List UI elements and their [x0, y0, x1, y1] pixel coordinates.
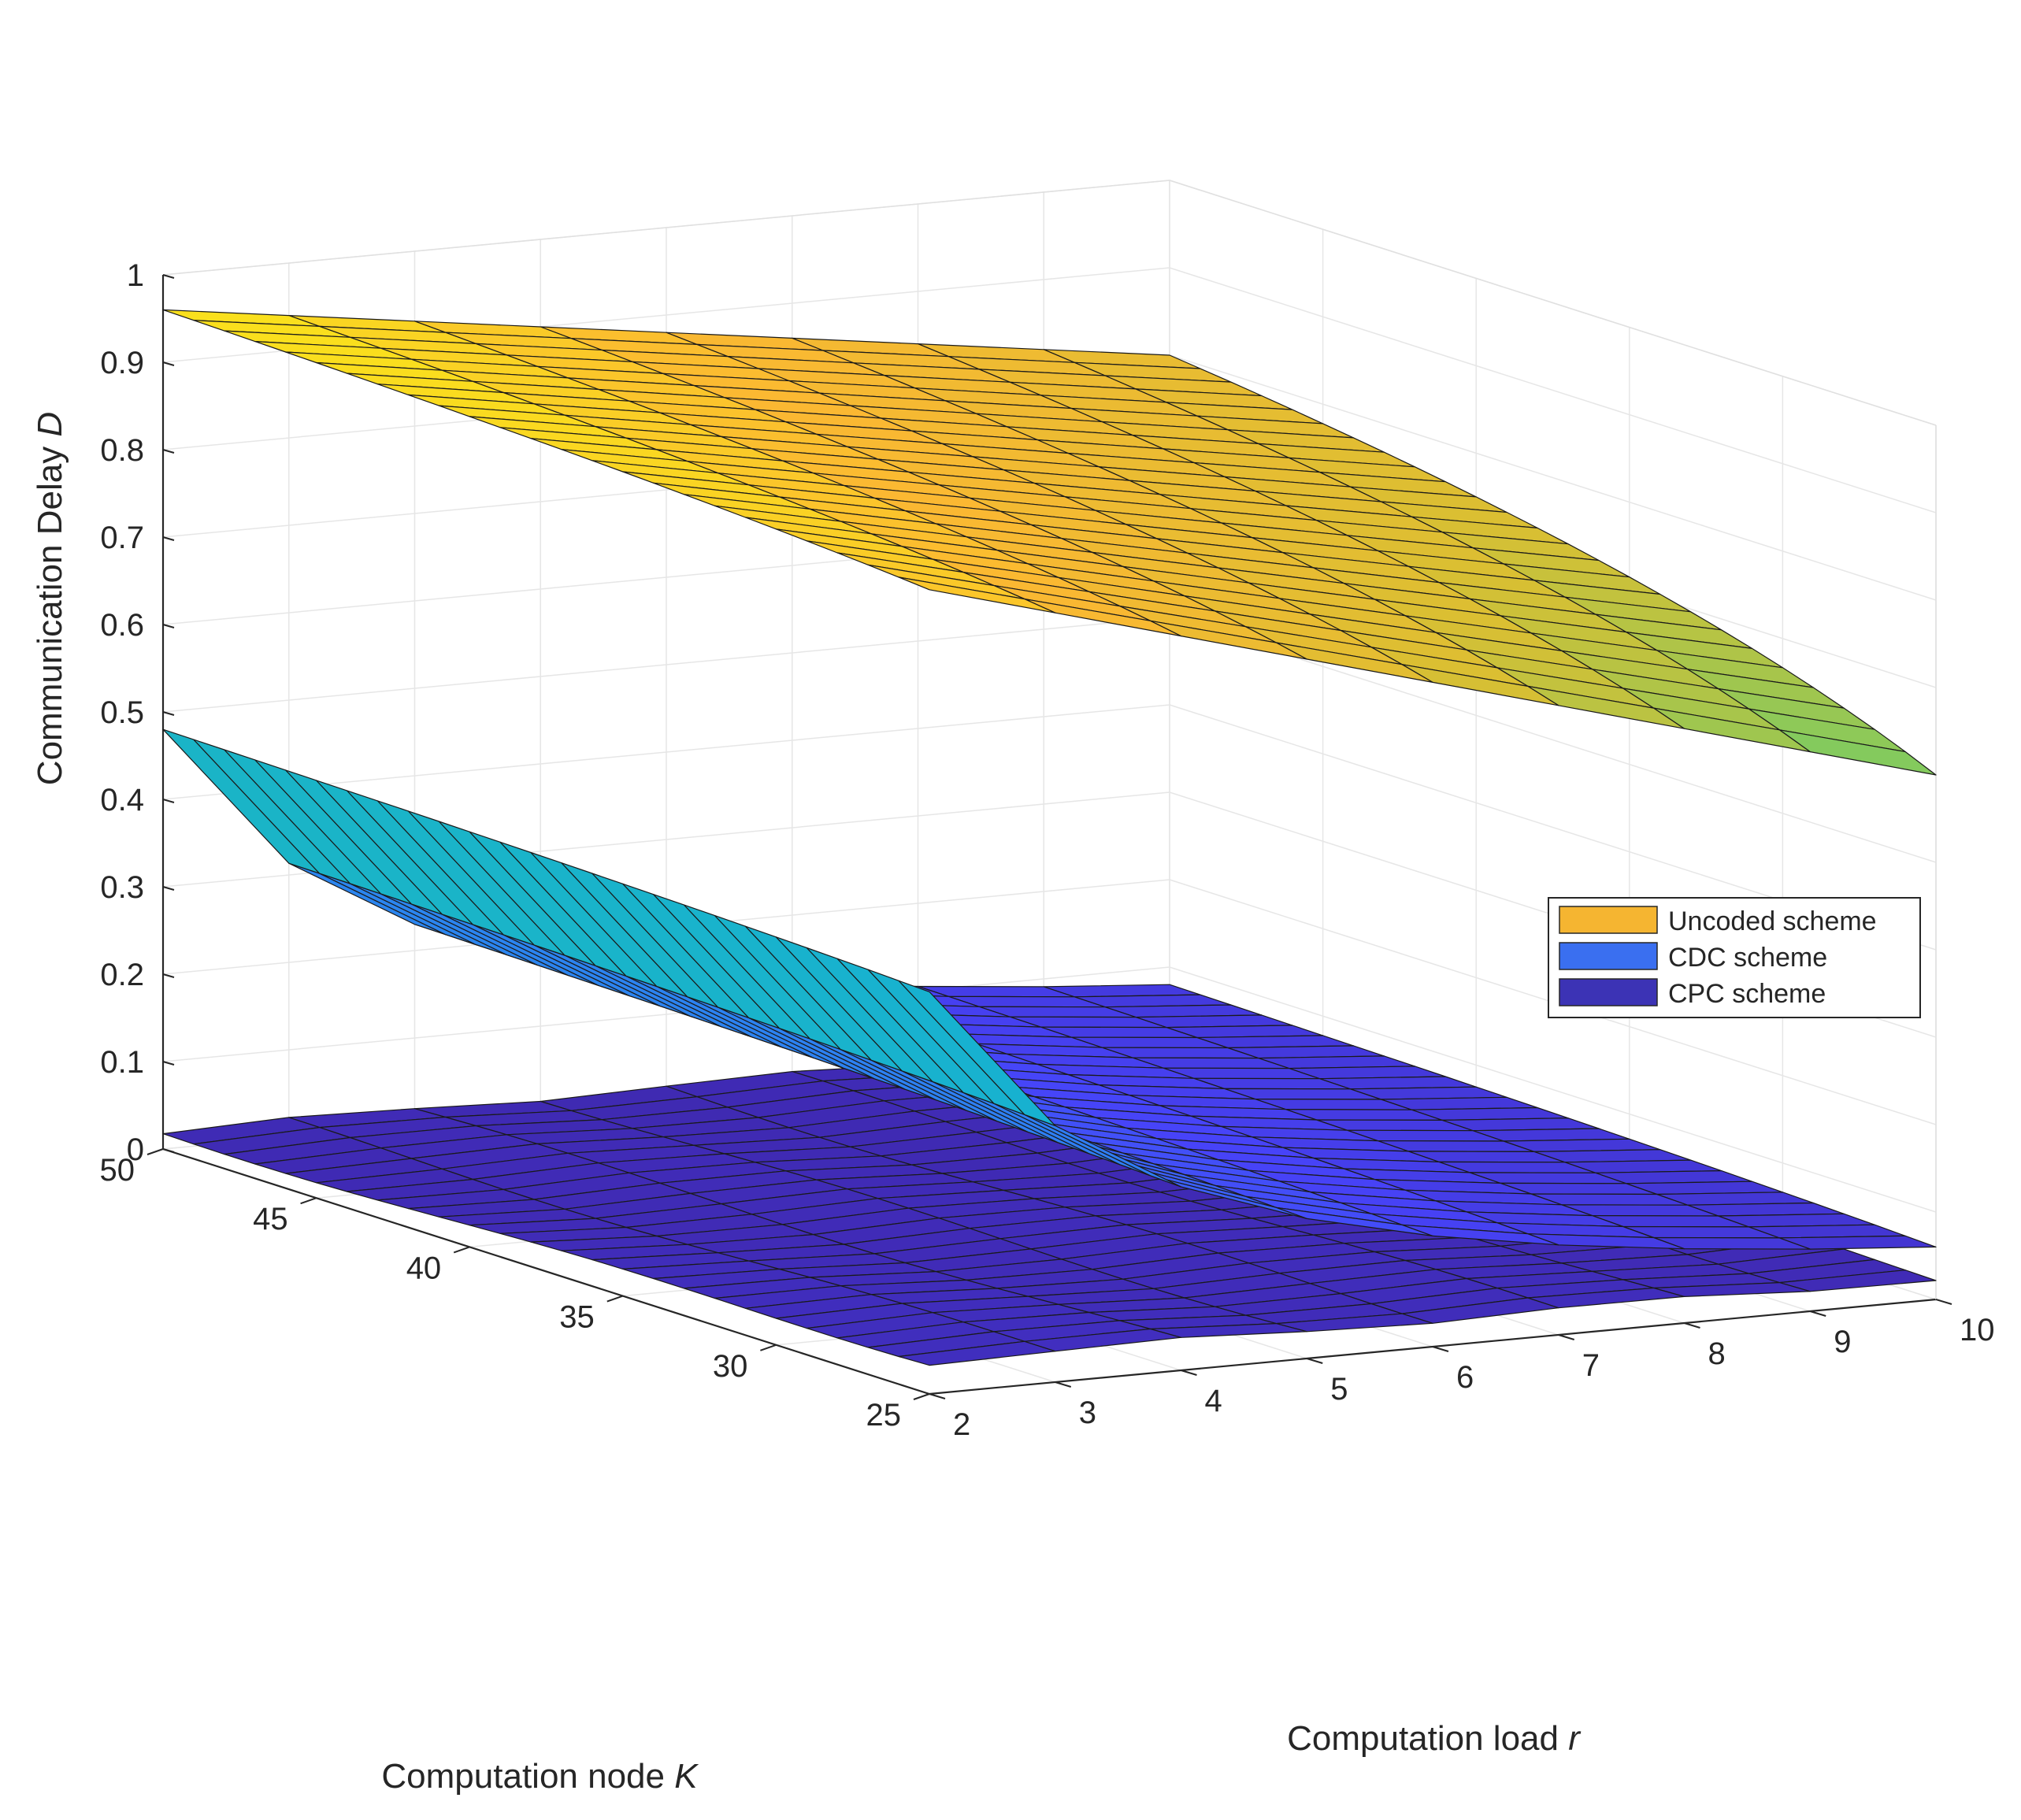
x-tick-mark: [1558, 1334, 1575, 1340]
legend: Uncoded scheme CDC scheme CPC scheme: [1548, 897, 1921, 1018]
z-tick-label: 0.2: [100, 958, 144, 992]
grid-line: [1169, 617, 1937, 863]
x-tick-mark: [1055, 1381, 1072, 1388]
grid-line: [162, 617, 1170, 713]
tick-labels: 00.10.20.30.40.50.60.70.80.9125303540455…: [100, 258, 1995, 1442]
x-tick-label: 6: [1456, 1360, 1474, 1395]
y-axis-label: Computation node K: [381, 1757, 699, 1796]
z-tick-mark: [162, 274, 175, 279]
y-tick-mark: [913, 1393, 930, 1400]
legend-swatch-uncoded: [1559, 906, 1658, 934]
y-tick-mark: [606, 1295, 624, 1303]
z-axis-label-var: D: [31, 412, 69, 437]
x-axis-label-text: Computation load: [1287, 1719, 1559, 1758]
x-tick-mark: [1809, 1310, 1826, 1317]
legend-swatch-cpc: [1559, 978, 1658, 1006]
x-tick-label: 7: [1582, 1348, 1600, 1383]
x-tick-label: 2: [953, 1407, 970, 1442]
box-edge: [162, 180, 1170, 276]
x-axis-label-var: r: [1568, 1719, 1582, 1758]
z-axis-label-text: Communication Delay: [31, 447, 69, 785]
z-tick-mark: [162, 624, 175, 628]
z-tick-mark: [162, 973, 175, 978]
z-tick-mark: [162, 886, 175, 891]
z-tick-mark: [162, 1061, 175, 1066]
legend-swatch-cdc: [1559, 942, 1658, 970]
box-edge: [1169, 180, 1937, 426]
y-tick-mark: [453, 1246, 470, 1254]
surface-patch: [898, 576, 1056, 613]
z-axis-label: Communication Delay D: [31, 412, 69, 785]
z-tick-label: 1: [127, 258, 144, 293]
grid-line: [162, 966, 1170, 1062]
y-tick-mark: [760, 1344, 777, 1351]
z-tick-label: 0.9: [100, 346, 144, 380]
x-tick-mark: [1432, 1346, 1449, 1352]
z-tick-label: 0.1: [100, 1045, 144, 1080]
y-tick-label: 35: [559, 1300, 595, 1335]
x-tick-mark: [1935, 1299, 1952, 1305]
z-tick-mark: [162, 799, 175, 803]
y-tick-mark: [146, 1148, 164, 1155]
x-tick-label: 5: [1330, 1372, 1348, 1407]
z-tick-mark: [162, 711, 175, 716]
x-axis-label: Computation load r: [1287, 1719, 1582, 1758]
x-tick-label: 10: [1960, 1313, 1995, 1347]
z-tick-label: 0.5: [100, 695, 144, 730]
z-tick-label: 0.6: [100, 608, 144, 643]
x-tick-mark: [1684, 1322, 1700, 1329]
legend-label-cdc: CDC scheme: [1668, 943, 1827, 973]
y-tick-mark: [300, 1197, 317, 1205]
surface-patch: [898, 1340, 1056, 1366]
z-tick-label: 0.8: [100, 433, 144, 468]
legend-label-uncoded: Uncoded scheme: [1668, 906, 1877, 936]
surface-cdc-scheme: [162, 728, 1937, 1250]
z-tick-mark: [162, 361, 175, 366]
grid-line: [1169, 966, 1937, 1213]
z-tick-label: 0.4: [100, 783, 144, 817]
x-tick-mark: [1306, 1358, 1323, 1364]
x-tick-label: 4: [1205, 1384, 1222, 1418]
z-tick-label: 0: [127, 1132, 144, 1167]
x-tick-mark: [929, 1393, 946, 1399]
surface-uncoded-scheme: [162, 309, 1937, 776]
surface-patch: [898, 980, 1056, 1127]
z-tick-mark: [162, 1148, 175, 1153]
y-tick-label: 45: [253, 1202, 288, 1236]
y-tick-label: 30: [713, 1349, 748, 1384]
x-tick-label: 3: [1079, 1396, 1096, 1430]
z-tick-mark: [162, 536, 175, 541]
surfaces: [162, 309, 1937, 1366]
grid-line: [1169, 267, 1937, 513]
x-tick-label: 9: [1834, 1325, 1851, 1359]
z-tick-label: 0.3: [100, 870, 144, 905]
y-tick-label: 40: [406, 1251, 442, 1285]
y-axis-label-text: Computation node: [381, 1757, 665, 1796]
y-axis-label-var: K: [674, 1757, 699, 1796]
y-tick-label: 50: [100, 1153, 135, 1188]
grid-line: [162, 704, 1170, 800]
grid-line: [1169, 354, 1937, 601]
y-tick-label: 25: [866, 1398, 902, 1433]
y-axis-line: [162, 1147, 930, 1396]
z-tick-mark: [162, 449, 175, 454]
x-tick-mark: [1181, 1370, 1197, 1376]
z-tick-label: 0.7: [100, 521, 144, 555]
legend-label-cpc: CPC scheme: [1668, 979, 1826, 1009]
x-tick-label: 8: [1708, 1336, 1726, 1371]
